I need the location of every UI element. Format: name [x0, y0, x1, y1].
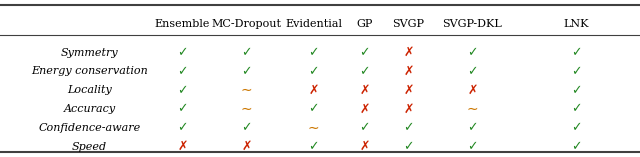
Text: ✓: ✓ [177, 122, 188, 134]
Text: ∼: ∼ [241, 102, 252, 116]
Text: ✓: ✓ [177, 103, 188, 116]
Text: ✓: ✓ [571, 84, 581, 97]
Text: ∼: ∼ [241, 83, 252, 97]
Text: ✓: ✓ [308, 65, 319, 78]
Text: SVGP: SVGP [392, 19, 424, 29]
Text: ✓: ✓ [360, 46, 370, 59]
Text: ✓: ✓ [241, 122, 252, 134]
Text: ✓: ✓ [571, 122, 581, 134]
Text: ✓: ✓ [571, 46, 581, 59]
Text: ✗: ✗ [403, 46, 413, 59]
Text: ✗: ✗ [467, 84, 477, 97]
Text: ∼: ∼ [467, 102, 478, 116]
Text: LNK: LNK [563, 19, 589, 29]
Text: Confidence-aware: Confidence-aware [38, 123, 141, 133]
Text: ✓: ✓ [308, 140, 319, 153]
Text: Accuracy: Accuracy [63, 104, 116, 114]
Text: Energy conservation: Energy conservation [31, 66, 148, 76]
Text: MC-Dropout: MC-Dropout [211, 19, 282, 29]
Text: ✓: ✓ [571, 65, 581, 78]
Text: ✓: ✓ [403, 140, 413, 153]
Text: ✓: ✓ [241, 65, 252, 78]
Text: ✓: ✓ [571, 140, 581, 153]
Text: ✗: ✗ [241, 140, 252, 153]
Text: ✗: ✗ [360, 84, 370, 97]
Text: ✗: ✗ [403, 65, 413, 78]
Text: ✓: ✓ [403, 122, 413, 134]
Text: GP: GP [356, 19, 373, 29]
Text: ✓: ✓ [467, 122, 477, 134]
Text: ✓: ✓ [177, 46, 188, 59]
Text: ✓: ✓ [308, 46, 319, 59]
Text: ✗: ✗ [308, 84, 319, 97]
Text: ✓: ✓ [308, 103, 319, 116]
Text: ✓: ✓ [467, 140, 477, 153]
Text: ✗: ✗ [177, 140, 188, 153]
Text: ✓: ✓ [177, 65, 188, 78]
Text: Symmetry: Symmetry [61, 48, 118, 58]
Text: ✓: ✓ [571, 103, 581, 116]
Text: Evidential: Evidential [285, 19, 342, 29]
Text: ∼: ∼ [308, 121, 319, 135]
Text: SVGP-DKL: SVGP-DKL [442, 19, 502, 29]
Text: ✓: ✓ [360, 122, 370, 134]
Text: ✓: ✓ [241, 46, 252, 59]
Text: ✓: ✓ [360, 65, 370, 78]
Text: ✗: ✗ [360, 103, 370, 116]
Text: ✗: ✗ [403, 103, 413, 116]
Text: Locality: Locality [67, 85, 112, 95]
Text: Speed: Speed [72, 142, 107, 152]
Text: ✓: ✓ [467, 65, 477, 78]
Text: ✓: ✓ [467, 46, 477, 59]
Text: ✗: ✗ [360, 140, 370, 153]
Text: ✗: ✗ [403, 84, 413, 97]
Text: ✓: ✓ [177, 84, 188, 97]
Text: Ensemble: Ensemble [155, 19, 210, 29]
